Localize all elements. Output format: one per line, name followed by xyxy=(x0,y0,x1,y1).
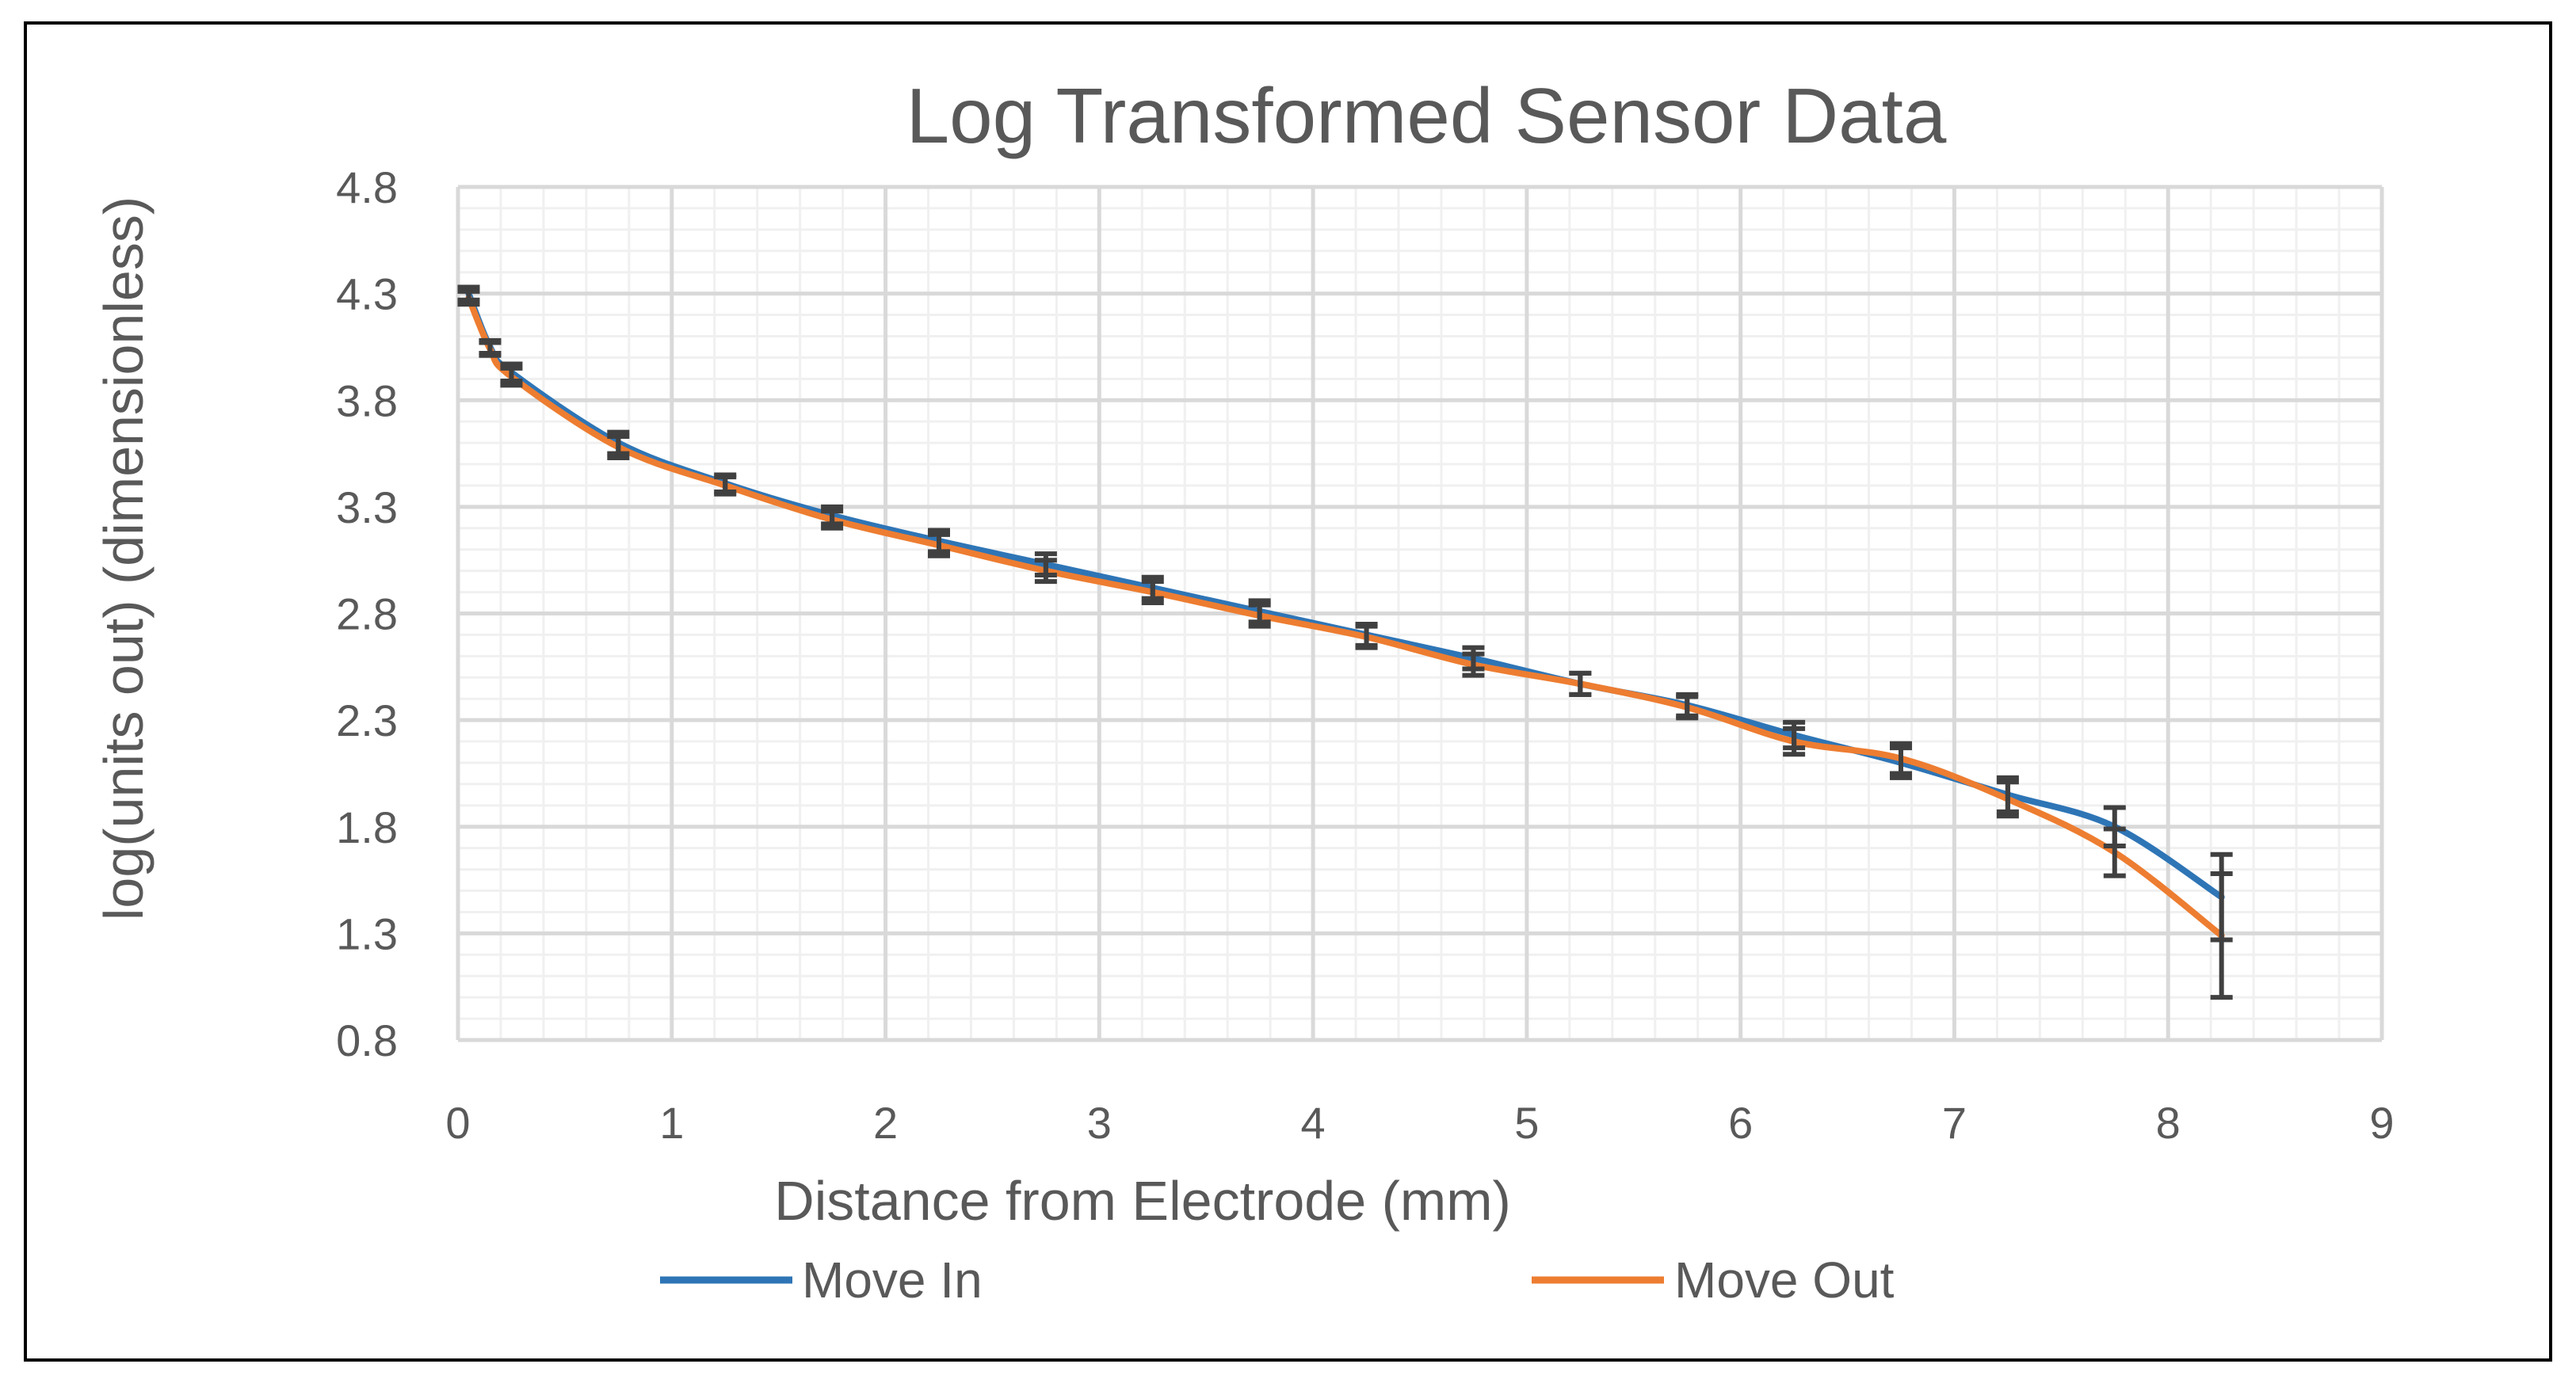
error-bar xyxy=(821,509,844,531)
error-bar xyxy=(1355,623,1378,650)
y-tick-label: 4.8 xyxy=(336,162,398,212)
error-bar xyxy=(1034,558,1057,585)
x-tick-label: 3 xyxy=(1087,1098,1112,1148)
error-bar xyxy=(1141,579,1164,606)
x-tick-label: 6 xyxy=(1728,1098,1753,1148)
legend-label-move-out: Move Out xyxy=(1674,1252,1895,1309)
x-tick-label: 4 xyxy=(1301,1098,1326,1148)
error-bar xyxy=(457,288,480,307)
grid xyxy=(456,185,2384,1042)
error-bar xyxy=(1676,694,1699,721)
y-tick-label: 3.8 xyxy=(336,375,398,425)
x-tick-label: 2 xyxy=(873,1098,898,1148)
x-tick-label: 8 xyxy=(2156,1098,2181,1148)
error-bar xyxy=(1569,670,1592,697)
chart-frame xyxy=(24,21,2552,1362)
y-tick-labels: 0.8 1.3 1.8 2.3 2.8 3.3 3.8 4.3 4.8 xyxy=(336,162,398,1065)
error-bar xyxy=(1248,602,1271,629)
error-bars xyxy=(457,284,2233,1000)
chart-title: Log Transformed Sensor Data xyxy=(906,72,1947,159)
series-line-move-out xyxy=(465,295,2225,939)
error-bar xyxy=(1996,779,2019,819)
y-tick-label: 4.3 xyxy=(336,269,398,319)
series-line-move-in xyxy=(465,290,2225,901)
y-tick-label: 2.8 xyxy=(336,589,398,639)
x-tick-label: 1 xyxy=(659,1098,684,1148)
legend-label-move-in: Move In xyxy=(802,1252,983,1309)
x-tick-label: 0 xyxy=(445,1098,470,1148)
x-tick-label: 9 xyxy=(2369,1098,2394,1148)
legend: Move In Move Out xyxy=(660,1252,1895,1309)
y-tick-label: 0.8 xyxy=(336,1015,398,1065)
error-bar xyxy=(607,434,630,460)
series-layer xyxy=(465,290,2225,939)
error-bar xyxy=(479,340,502,358)
x-tick-labels: 0 1 2 3 4 5 6 7 8 9 xyxy=(445,1098,2394,1148)
error-bar xyxy=(500,365,523,388)
x-tick-label: 7 xyxy=(1942,1098,1967,1148)
error-bar xyxy=(928,531,950,558)
error-bar xyxy=(1462,651,1485,678)
error-bar xyxy=(2103,826,2126,878)
y-axis-label: log(units out) (dimensionless) xyxy=(93,196,155,920)
error-bar xyxy=(1783,726,1806,757)
error-bar xyxy=(1890,741,1912,776)
y-tick-label: 3.3 xyxy=(336,482,398,532)
x-axis-label: Distance from Electrode (mm) xyxy=(774,1170,1511,1232)
error-bar xyxy=(2210,871,2233,1000)
error-bar xyxy=(714,474,737,497)
y-tick-label: 1.3 xyxy=(336,909,398,958)
x-tick-label: 5 xyxy=(1514,1098,1539,1148)
y-tick-label: 1.8 xyxy=(336,802,398,852)
y-tick-label: 2.3 xyxy=(336,695,398,745)
